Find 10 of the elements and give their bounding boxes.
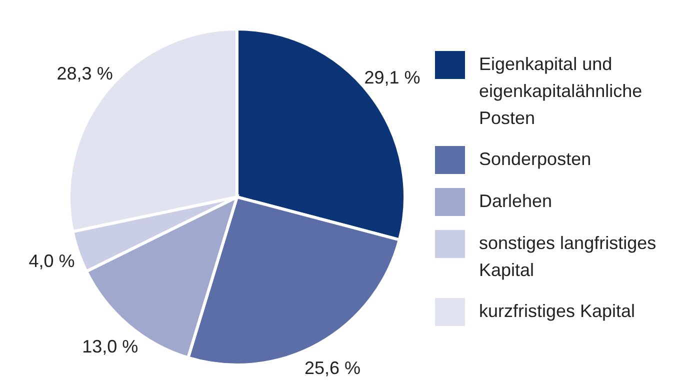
data-label: 13,0 % [82,336,138,356]
legend-label: kurzfristiges Kapital [479,300,636,323]
legend-label: Sonderposten [479,148,592,171]
data-label: 29,1 % [364,67,420,88]
legend-label: sonstiges langfristiges Kapital [479,232,658,282]
data-label: 25,6 % [304,358,361,378]
legend-label: Darlehen [479,190,552,213]
data-label: 4,0 % [28,251,75,272]
data-label: 28,3 % [56,63,113,84]
legend-label: Eigenkapital und eigenkapitalähnliche Posten [479,53,644,130]
